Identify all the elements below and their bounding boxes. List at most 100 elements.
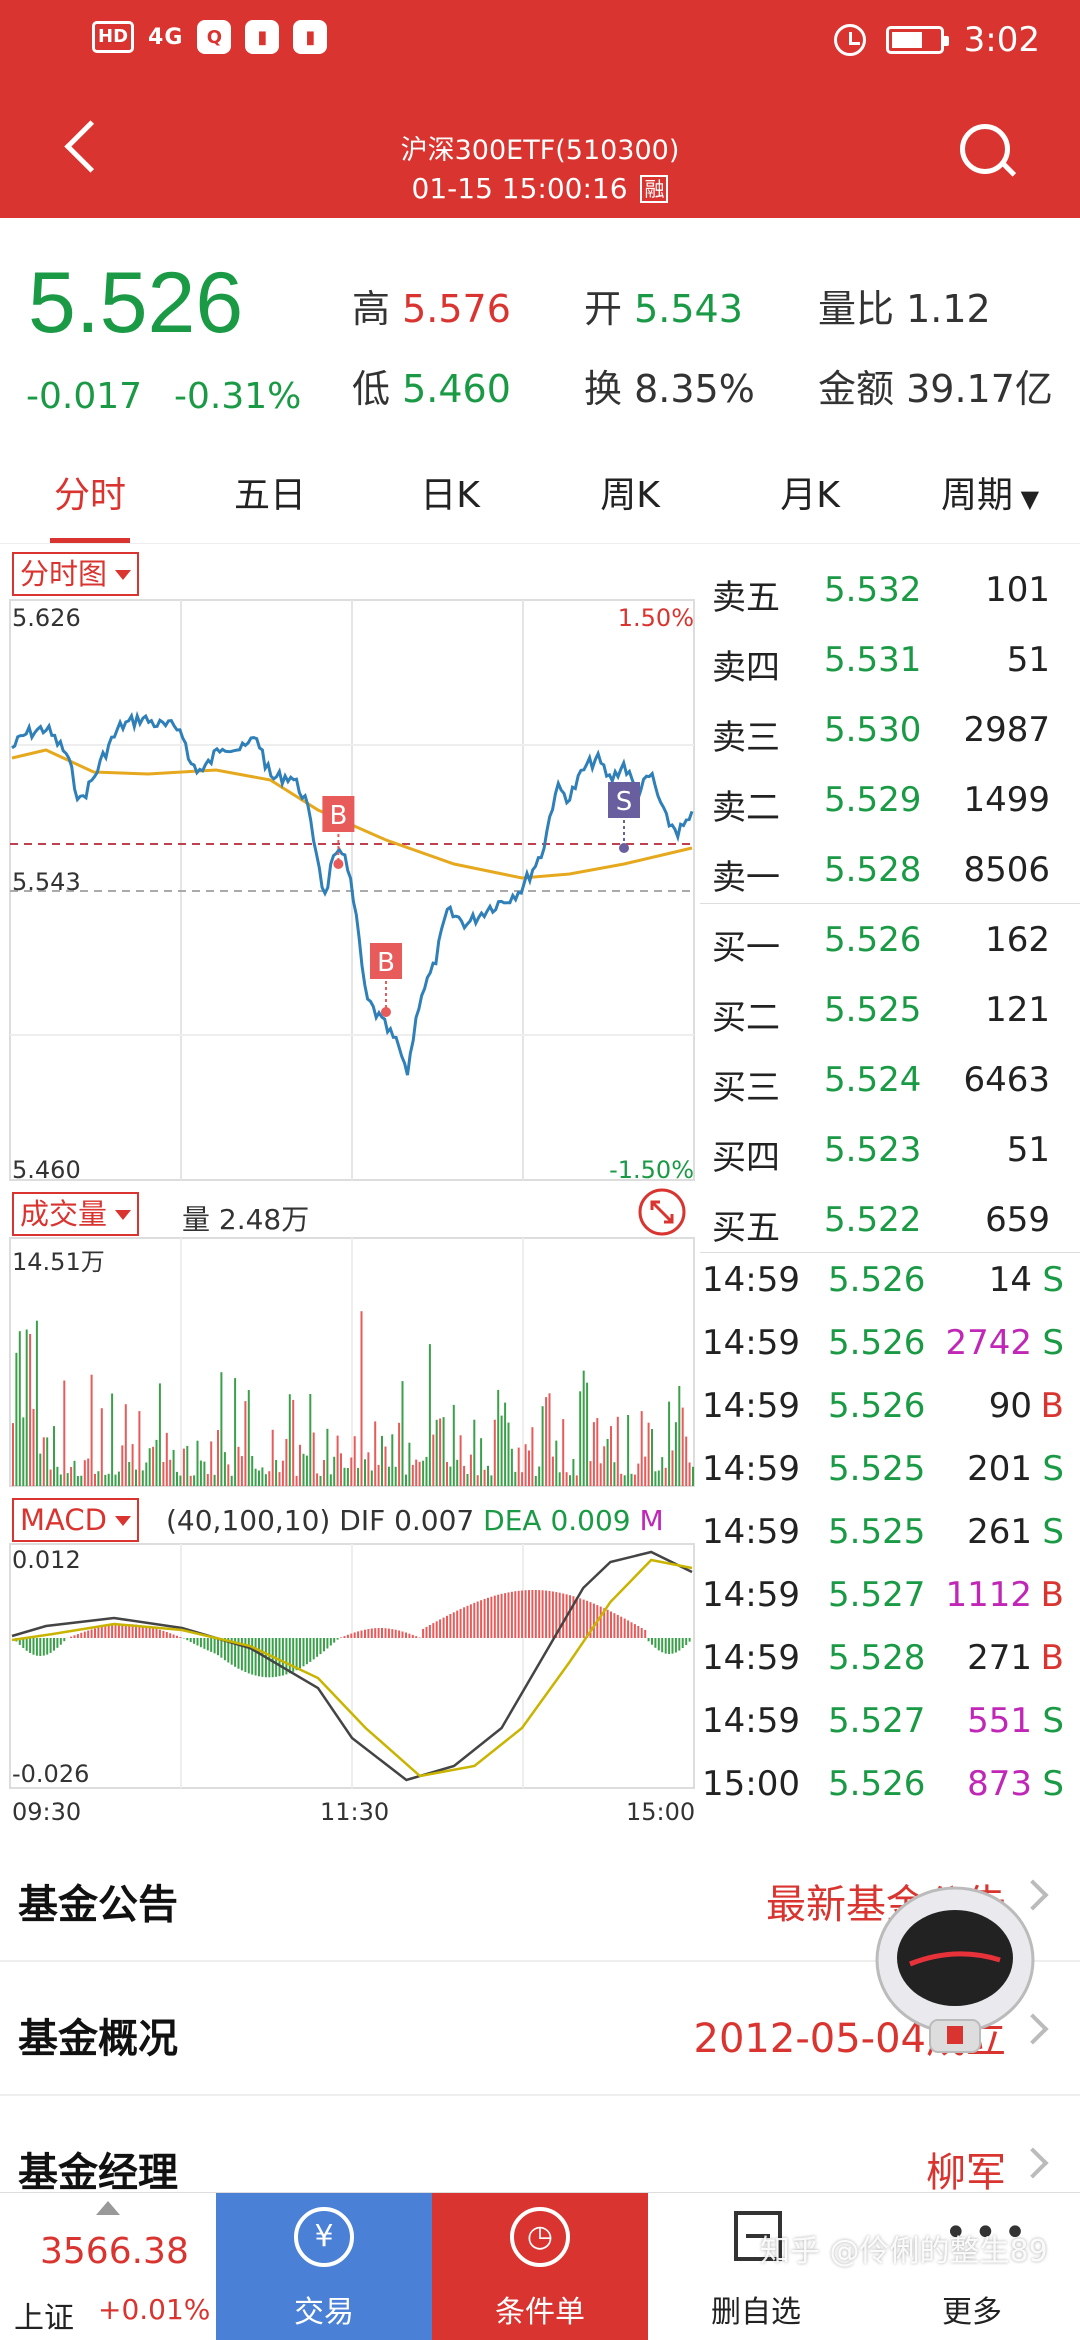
tick-time: 14:59 — [702, 1701, 800, 1741]
tick-qty: 1112 — [945, 1575, 1032, 1615]
volume-axis-max: 14.51万 — [12, 1248, 105, 1276]
macd-histogram — [15, 1590, 691, 1678]
stat-high: 高 5.576 — [352, 287, 511, 331]
m-legend: M — [639, 1504, 664, 1537]
average-price-line — [11, 748, 693, 880]
ask-row[interactable]: 卖二 5.529 1499 — [712, 780, 1050, 828]
price-axis-max: 5.626 — [12, 604, 81, 632]
quote-summary: 5.526 -0.017 -0.31% 高 5.576 低 5.460 开 5.… — [0, 218, 1080, 438]
tick-direction: S — [1042, 1764, 1064, 1804]
conditional-order-button[interactable]: ◷ 条件单 — [432, 2193, 648, 2340]
charts-svg[interactable]: B B S — [0, 548, 700, 1828]
dea-legend: DEA 0.009 — [483, 1504, 631, 1537]
page-title: 沪深300ETF(510300) — [400, 135, 680, 166]
tick-qty: 551 — [967, 1701, 1032, 1741]
price-axis-min: 5.460 — [12, 1156, 81, 1184]
app-header: HD 4G Q ▮ ▮ 3:02 沪深300ETF(510300) 01-15 … — [0, 0, 1080, 218]
tab-five-day[interactable]: 五日 — [233, 475, 306, 516]
search-icon[interactable] — [958, 122, 1018, 182]
tick-direction: S — [1042, 1449, 1064, 1489]
price-change: -0.017 — [26, 376, 143, 417]
trade-button[interactable]: ¥ 交易 — [216, 2193, 432, 2340]
tick-qty: 271 — [967, 1638, 1032, 1678]
index-pct: +0.01% — [98, 2293, 211, 2326]
more-button[interactable]: ••• 更多 — [942, 2210, 1033, 2330]
tick-time: 14:59 — [702, 1575, 800, 1615]
battery-icon — [885, 26, 949, 54]
ask-row[interactable]: 卖三 5.530 2987 — [712, 710, 1050, 758]
buy-marker: B — [322, 796, 355, 869]
tick-time: 15:00 — [702, 1764, 800, 1804]
bid-row[interactable]: 买三 5.524 6463 — [712, 1060, 1050, 1108]
tab-daily-k[interactable]: 日K — [420, 475, 480, 516]
tick-row: 14:59 5.526 90 B — [700, 1378, 1080, 1441]
stat-turnover: 换 8.35% — [584, 367, 755, 411]
tick-price: 5.526 — [828, 1386, 926, 1426]
broker-app-icon-2: ▮ — [293, 20, 328, 54]
stat-open: 开 5.543 — [584, 287, 743, 331]
chevron-right-icon — [1017, 2147, 1049, 2179]
tick-price: 5.526 — [828, 1323, 926, 1363]
floating-assistant-icon[interactable] — [870, 1880, 1040, 2060]
macd-params: (40,100,10) DIF 0.007 DEA 0.009 M — [166, 1504, 664, 1537]
fullscreen-icon — [638, 1188, 686, 1236]
stat-amount: 金额 39.17亿 — [818, 367, 1053, 411]
tick-time: 14:59 — [702, 1386, 800, 1426]
tick-row: 14:59 5.526 2742 S — [700, 1315, 1080, 1378]
bottom-bar: 3566.38 上证 +0.01% ¥ 交易 ◷ 条件单 删自选 ••• 更多 — [0, 2192, 1080, 2340]
book-divider — [700, 903, 1080, 904]
tick-qty: 261 — [967, 1512, 1032, 1552]
macd-axis-max: 0.012 — [12, 1546, 81, 1574]
tick-direction: S — [1042, 1512, 1064, 1552]
ask-row[interactable]: 卖四 5.531 51 — [712, 640, 1050, 688]
time-axis-end: 15:00 — [626, 1798, 696, 1826]
period-tabs: 分时 五日 日K 周K 月K 周期 ▼ — [0, 448, 1080, 544]
margin-badge: 融 — [640, 175, 669, 203]
svg-text:B: B — [329, 801, 347, 831]
time-axis-mid: 11:30 — [320, 1798, 390, 1826]
ask-row[interactable]: 卖五 5.532 101 — [712, 570, 1050, 618]
network-indicator: 4G — [148, 24, 184, 50]
tab-monthly-k[interactable]: 月K — [780, 475, 840, 516]
bid-row[interactable]: 买四 5.523 51 — [712, 1130, 1050, 1178]
tab-weekly-k[interactable]: 周K — [600, 475, 660, 516]
info-row-manager[interactable]: 基金经理 柳军 — [0, 2096, 1080, 2230]
tick-row: 14:59 5.525 261 S — [700, 1504, 1080, 1567]
high-value: 5.576 — [402, 287, 511, 331]
tab-period[interactable]: 周期 ▼ — [940, 475, 1040, 516]
macd-selector[interactable]: MACD — [12, 1498, 139, 1542]
more-dots-icon: ••• — [944, 2210, 1033, 2256]
ask-row[interactable]: 卖一 5.528 8506 — [712, 850, 1050, 898]
tick-row: 14:59 5.527 551 S — [700, 1693, 1080, 1756]
tick-price: 5.527 — [828, 1575, 926, 1615]
tick-row: 14:59 5.526 14 S — [700, 1252, 1080, 1315]
tab-timeshare[interactable]: 分时 — [0, 448, 180, 543]
bid-row[interactable]: 买一 5.526 162 — [712, 920, 1050, 968]
volume-selector[interactable]: 成交量 — [12, 1192, 140, 1236]
volume-panel — [9, 1237, 695, 1487]
stat-low: 低 5.460 — [352, 367, 511, 411]
clock: 3:02 — [963, 20, 1040, 60]
bid-row[interactable]: 买二 5.525 121 — [712, 990, 1050, 1038]
book-divider — [700, 1252, 1080, 1253]
tick-row: 15:00 5.526 873 S — [700, 1756, 1080, 1819]
alarm-icon — [833, 24, 866, 56]
price-line — [11, 710, 694, 1076]
tick-direction: S — [1042, 1701, 1064, 1741]
time-axis-start: 09:30 — [12, 1798, 82, 1826]
hd-badge: HD — [92, 21, 135, 53]
bid-row[interactable]: 买五 5.522 659 — [712, 1200, 1050, 1248]
timeshare-selector[interactable]: 分时图 — [12, 552, 140, 596]
pct-axis-max: 1.50% — [617, 604, 694, 632]
minus-square-icon — [734, 2211, 782, 2261]
chart-area: B B S 分时图 5.626 5.543 5.460 — [0, 548, 700, 1828]
tick-qty: 873 — [967, 1764, 1032, 1804]
qq-app-icon: Q — [197, 20, 232, 54]
tick-price: 5.526 — [828, 1764, 926, 1804]
dea-line — [11, 1558, 693, 1778]
index-widget[interactable]: 3566.38 上证 +0.01% — [0, 2193, 216, 2340]
quote-datetime: 01-15 15:00:16 融 — [0, 172, 1080, 205]
expand-up-icon — [96, 2201, 120, 2215]
sell-marker: S — [608, 782, 640, 853]
remove-watchlist-button[interactable]: 删自选 — [648, 2193, 864, 2340]
